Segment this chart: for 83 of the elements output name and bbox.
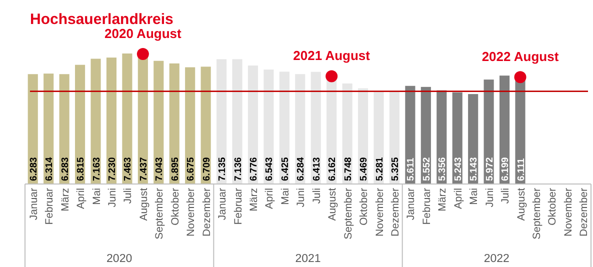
data-label: 7.463 — [122, 157, 134, 181]
x-tick-label: November — [185, 188, 198, 236]
text: 2022 — [484, 253, 510, 265]
text: 2021 — [295, 253, 321, 265]
x-tick-label: September — [154, 188, 166, 240]
bar — [232, 59, 242, 184]
x-tick-label: August — [515, 188, 528, 221]
bar — [216, 59, 227, 184]
data-label: 6.111 — [516, 158, 527, 181]
data-label: 5.356 — [437, 157, 448, 181]
data-label: 5.281 — [374, 156, 386, 181]
x-tick-label: August — [138, 188, 150, 221]
x-tick-label: März — [436, 188, 449, 212]
data-label: 5.972 — [484, 157, 496, 181]
x-tick-label: Mai — [468, 188, 480, 205]
x-tick-label: Juli — [500, 188, 512, 204]
bar — [122, 53, 132, 184]
x-tick-label: Mai — [279, 188, 292, 205]
data-label: 6.815 — [76, 156, 87, 181]
x-tick-label: März — [248, 188, 260, 212]
x-tick-label: März — [59, 188, 72, 212]
data-label: 6.895 — [170, 156, 181, 181]
text: 2020 August — [104, 26, 182, 41]
data-label: 7.437 — [138, 157, 150, 181]
data-label: 5.552 — [421, 157, 432, 181]
data-label: 6.314 — [44, 156, 56, 181]
data-label: 5.469 — [358, 157, 370, 181]
x-tick-label: Juni — [106, 188, 118, 208]
data-label: 6.413 — [311, 157, 322, 181]
bar — [154, 60, 164, 184]
bar — [374, 92, 384, 184]
data-label: 6.284 — [296, 156, 307, 181]
data-label: 6.162 — [327, 157, 338, 181]
data-label: 7.136 — [232, 157, 244, 181]
data-label: 6.543 — [264, 157, 276, 181]
data-label: 5.243 — [452, 157, 464, 181]
x-tick-label: Juli — [122, 188, 134, 204]
x-tick-label: Februar — [44, 187, 56, 225]
x-tick-label: November — [562, 188, 574, 236]
data-label: 5.325 — [390, 156, 401, 181]
data-label: 6.709 — [201, 157, 212, 181]
x-tick-label: April — [75, 188, 88, 210]
data-label: 6.283 — [60, 157, 71, 181]
data-label: 7.163 — [91, 157, 102, 181]
data-label: 7.135 — [217, 156, 228, 181]
x-tick-label: Januar — [405, 188, 418, 220]
x-tick-label: September — [342, 188, 354, 240]
x-tick-label: Dezember — [578, 188, 590, 236]
text: 2020 — [106, 253, 132, 265]
data-label: 6.199 — [500, 157, 512, 181]
data-label: 7.230 — [106, 157, 118, 181]
x-tick-label: Februar — [420, 187, 433, 225]
x-tick-label: Februar — [232, 187, 244, 225]
x-tick-label: September — [530, 188, 543, 240]
bar — [106, 58, 117, 184]
data-label: 6.425 — [280, 156, 291, 181]
x-tick-label: Oktober — [358, 188, 370, 226]
x-tick-label: Oktober — [169, 188, 182, 226]
x-tick-label: Januar — [28, 188, 40, 220]
data-label: 6.283 — [28, 157, 40, 181]
data-label: 5.748 — [342, 157, 354, 181]
chart-title: Hochsauerlandkreis — [30, 11, 174, 28]
bar — [90, 58, 101, 184]
data-label: 7.043 — [154, 157, 166, 181]
x-tick-label: Dezember — [200, 188, 213, 236]
data-label: 5.611 — [406, 157, 417, 181]
x-tick-label: April — [452, 188, 464, 210]
x-tick-label: November — [374, 188, 386, 236]
x-tick-label: April — [264, 188, 276, 210]
x-tick-label: Dezember — [389, 188, 402, 236]
x-tick-label: Oktober — [546, 188, 559, 226]
x-tick-label: Juli — [310, 188, 323, 204]
x-tick-label: Juni — [295, 188, 308, 208]
x-tick-label: Juni — [484, 188, 496, 208]
data-label: 6.675 — [186, 156, 197, 181]
bar — [248, 66, 258, 184]
x-tick-label: August — [326, 188, 339, 221]
x-tick-label: Mai — [90, 188, 103, 205]
data-label: 5.143 — [468, 157, 480, 181]
x-tick-label: Januar — [216, 188, 229, 220]
annotation: 2021 August — [293, 48, 371, 64]
annotation: 2022 August — [482, 49, 560, 64]
data-label: 6.776 — [248, 157, 260, 181]
